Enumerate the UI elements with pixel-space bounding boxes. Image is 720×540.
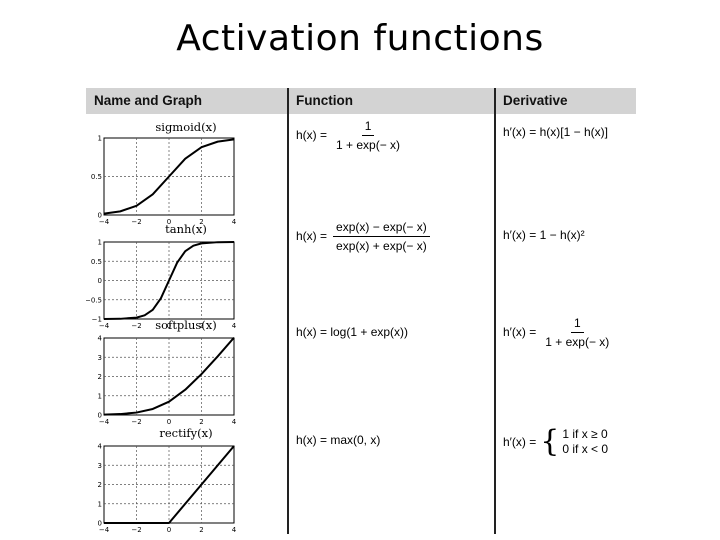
x-tick-label: 0 xyxy=(167,526,171,534)
x-tick-label: 0 xyxy=(167,322,171,330)
fraction-denominator: exp(x) + exp(− x) xyxy=(336,238,427,253)
x-tick-label: 0 xyxy=(167,218,171,226)
x-tick-label: −4 xyxy=(99,322,110,330)
x-tick-label: 4 xyxy=(232,526,237,534)
fraction-denominator: 1 + exp(− x) xyxy=(545,334,610,349)
graph-title: tanh(x) xyxy=(165,222,207,236)
column-divider xyxy=(494,88,496,534)
piecewise: { 1 if x ≥ 0 0 if x < 0 xyxy=(540,427,608,457)
derivative-lhs: h′(x) = xyxy=(503,325,537,339)
x-tick-label: 2 xyxy=(199,526,203,534)
derivative-sigmoid: h′(x) = h(x)[1 − h(x)] xyxy=(503,125,608,139)
y-tick-label: 2 xyxy=(98,481,102,489)
y-tick-label: 2 xyxy=(98,373,102,381)
column-divider xyxy=(287,88,289,534)
fraction: 1 1 + exp(− x) xyxy=(542,316,612,349)
x-tick-label: −2 xyxy=(131,322,141,330)
y-tick-label: 0 xyxy=(98,520,102,528)
derivative-lhs: h′(x) = xyxy=(503,435,537,449)
softplus-plot: −4 −2 0 2 4 4 3 2 1 0 xyxy=(98,335,237,427)
x-tick-label: −2 xyxy=(131,526,141,534)
graph-tanh: tanh(x) −4 −2 0 2 4 1 0.5 0 −0.5 −1 xyxy=(86,222,286,332)
graph-title: rectify(x) xyxy=(159,426,213,440)
cases: 1 if x ≥ 0 0 if x < 0 xyxy=(562,427,608,457)
case-1: 1 if x ≥ 0 xyxy=(562,427,608,441)
y-tick-label: 0.5 xyxy=(91,173,102,181)
left-brace: { xyxy=(540,424,560,459)
x-tick-label: 2 xyxy=(199,322,203,330)
function-rectify: h(x) = max(0, x) xyxy=(296,433,381,447)
function-lhs: h(x) = xyxy=(296,229,328,243)
y-tick-label: 4 xyxy=(98,443,103,451)
fraction-numerator: 1 xyxy=(361,119,375,136)
fraction-numerator: 1 xyxy=(570,316,584,333)
y-tick-label: 1 xyxy=(98,500,102,508)
x-tick-label: 0 xyxy=(167,418,171,426)
derivative-rectify: h′(x) = { 1 if x ≥ 0 0 if x < 0 xyxy=(503,426,608,458)
y-tick-label: 3 xyxy=(98,462,102,470)
graph-softplus: softplus(x) −4 −2 0 2 4 4 3 2 1 0 xyxy=(86,318,286,428)
y-tick-label: 3 xyxy=(98,354,102,362)
x-tick-label: −4 xyxy=(99,418,110,426)
graph-rectify: rectify(x) −4 −2 0 2 4 4 3 2 1 0 xyxy=(86,426,286,536)
y-tick-label: 1 xyxy=(98,392,102,400)
y-tick-label: 1 xyxy=(98,239,102,247)
function-tanh: h(x) = exp(x) − exp(− x) exp(x) + exp(− … xyxy=(296,220,430,253)
derivative-softplus: h′(x) = 1 1 + exp(− x) xyxy=(503,316,612,349)
fraction-denominator: 1 + exp(− x) xyxy=(336,137,401,152)
y-tick-label: 1 xyxy=(98,135,102,143)
y-tick-label: 0.5 xyxy=(91,258,102,266)
x-tick-label: −2 xyxy=(131,418,141,426)
series-line xyxy=(103,336,235,416)
series-line xyxy=(103,138,235,215)
header-name-and-graph: Name and Graph xyxy=(94,93,203,108)
x-tick-label: −4 xyxy=(99,526,110,534)
header-derivative: Derivative xyxy=(503,93,568,108)
rectify-plot: −4 −2 0 2 4 4 3 2 1 0 xyxy=(98,443,237,535)
fraction-numerator: exp(x) − exp(− x) xyxy=(333,220,430,237)
function-softplus: h(x) = log(1 + exp(x)) xyxy=(296,325,409,339)
table-header: Name and Graph Function Derivative xyxy=(86,88,636,114)
slide-title: Activation functions xyxy=(176,18,544,59)
x-tick-label: 4 xyxy=(232,418,237,426)
graph-title: softplus(x) xyxy=(155,318,217,332)
case-2: 0 if x < 0 xyxy=(562,442,609,456)
x-tick-label: 2 xyxy=(199,418,203,426)
y-tick-label: 0 xyxy=(98,277,102,285)
function-sigmoid: h(x) = 1 1 + exp(− x) xyxy=(296,119,403,152)
tanh-plot: −4 −2 0 2 4 1 0.5 0 −0.5 −1 xyxy=(86,239,237,331)
series-line xyxy=(104,445,235,524)
activation-table: Name and Graph Function Derivative sigmo… xyxy=(86,88,636,534)
x-tick-label: 2 xyxy=(199,218,203,226)
graph-sigmoid: sigmoid(x) −4 −2 0 2 4 1 0.5 0 xyxy=(86,118,286,228)
series-line xyxy=(103,241,235,320)
x-tick-label: −2 xyxy=(131,218,141,226)
graph-title: sigmoid(x) xyxy=(155,120,217,134)
y-tick-label: 0 xyxy=(98,412,102,420)
x-tick-label: 4 xyxy=(232,218,237,226)
x-tick-label: 4 xyxy=(232,322,237,330)
fraction: 1 1 + exp(− x) xyxy=(333,119,403,152)
y-tick-label: −1 xyxy=(92,316,102,324)
derivative-tanh: h′(x) = 1 − h(x)² xyxy=(503,228,585,242)
y-tick-label: −0.5 xyxy=(86,296,102,304)
x-tick-label: −4 xyxy=(99,218,110,226)
fraction: exp(x) − exp(− x) exp(x) + exp(− x) xyxy=(333,220,430,253)
function-lhs: h(x) = xyxy=(296,128,328,142)
header-function: Function xyxy=(296,93,353,108)
sigmoid-plot: −4 −2 0 2 4 1 0.5 0 xyxy=(91,135,237,227)
y-tick-label: 0 xyxy=(98,212,102,220)
y-tick-label: 4 xyxy=(98,335,103,343)
